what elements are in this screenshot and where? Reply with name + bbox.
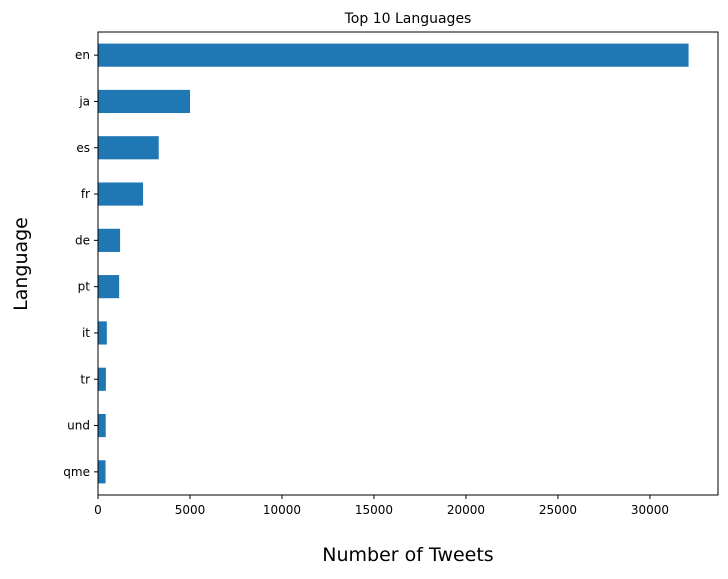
x-tick-label: 25000	[539, 503, 577, 517]
bar-pt	[98, 275, 120, 299]
x-tick-label: 0	[94, 503, 102, 517]
y-tick-label: pt	[78, 280, 91, 294]
bar-und	[98, 413, 106, 438]
y-axis-title: Language	[10, 217, 32, 311]
y-tick-label: tr	[80, 372, 90, 386]
bar-qme	[98, 460, 106, 484]
bars-layer	[98, 43, 689, 484]
x-tick-label: 20000	[447, 503, 485, 517]
y-tick-label: en	[75, 48, 90, 62]
x-axis-title: Number of Tweets	[322, 544, 493, 566]
bar-ja	[98, 89, 190, 114]
x-tick-label: 15000	[355, 503, 393, 517]
y-tick-label: es	[76, 141, 90, 155]
y-tick-label: de	[75, 233, 90, 247]
x-tick-label: 10000	[263, 503, 301, 517]
bar-es	[98, 136, 159, 160]
bar-tr	[98, 367, 106, 391]
y-tick-label: und	[67, 419, 90, 433]
x-tick-label: 5000	[175, 503, 206, 517]
y-axis: en ja es fr de pt it tr und qme	[63, 48, 98, 479]
chart-title: Top 10 Languages	[344, 11, 472, 27]
bar-de	[98, 228, 121, 252]
bar-en	[98, 43, 689, 67]
y-tick-label: ja	[78, 94, 90, 108]
y-tick-label: fr	[81, 187, 90, 201]
plot-frame	[97, 31, 719, 496]
y-tick-label: it	[82, 326, 90, 340]
y-tick-label: qme	[63, 465, 90, 479]
x-tick-label: 30000	[631, 503, 669, 517]
x-axis: 0 5000 10000 15000 20000 25000 30000	[94, 495, 669, 517]
bar-fr	[98, 182, 144, 206]
bar-it	[98, 321, 107, 345]
